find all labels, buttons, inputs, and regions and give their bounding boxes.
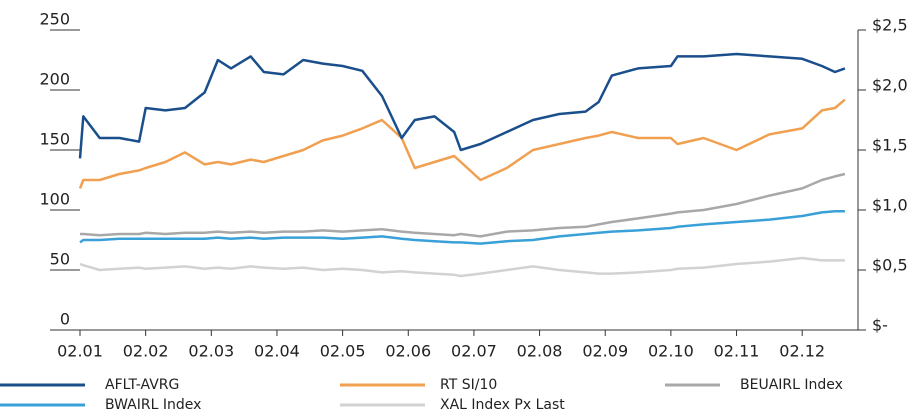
x-tick-label: 02.04 [254,342,300,361]
y2-tick-label: $2,5 [872,16,908,35]
y-tick-label: 100 [39,190,70,209]
series-line [80,172,846,238]
x-tick-label: 02.02 [123,342,169,361]
x-tick-label: 02.11 [714,342,760,361]
x-tick-label: 02.07 [451,342,497,361]
y-tick-label: 50 [50,250,70,269]
x-tick-label: 02.12 [779,342,825,361]
x-tick-label: 02.10 [648,342,694,361]
series-line [79,256,845,278]
series-line [79,209,845,245]
x-tick-label: 02.06 [385,342,431,361]
y2-tick-label: $2,0 [872,76,908,95]
y-tick-label: 200 [39,70,70,89]
x-tick-label: 02.05 [320,342,366,361]
legend-label: XAL Index Px Last [440,397,565,413]
y2-tick-label: $- [872,316,888,335]
x-tick-label: 02.03 [188,342,234,361]
y2-tick-label: $1,5 [872,136,908,155]
legend-label: RT SI/10 [440,377,497,393]
x-tick-label: 02.09 [582,342,628,361]
x-tick-label: 02.01 [57,342,103,361]
series-line [78,52,846,159]
y-tick-label: 150 [39,130,70,149]
series-line [78,98,846,189]
y-tick-label: 0 [60,310,70,329]
y2-tick-label: $1,0 [872,196,908,215]
legend-label: BWAIRL Index [105,397,201,413]
legend-label: AFLT-AVRG [105,377,179,393]
y-tick-label: 250 [39,10,70,29]
y2-tick-label: $0,5 [872,256,908,275]
x-tick-label: 02.08 [517,342,563,361]
legend-label: BEUAIRL Index [740,377,843,393]
